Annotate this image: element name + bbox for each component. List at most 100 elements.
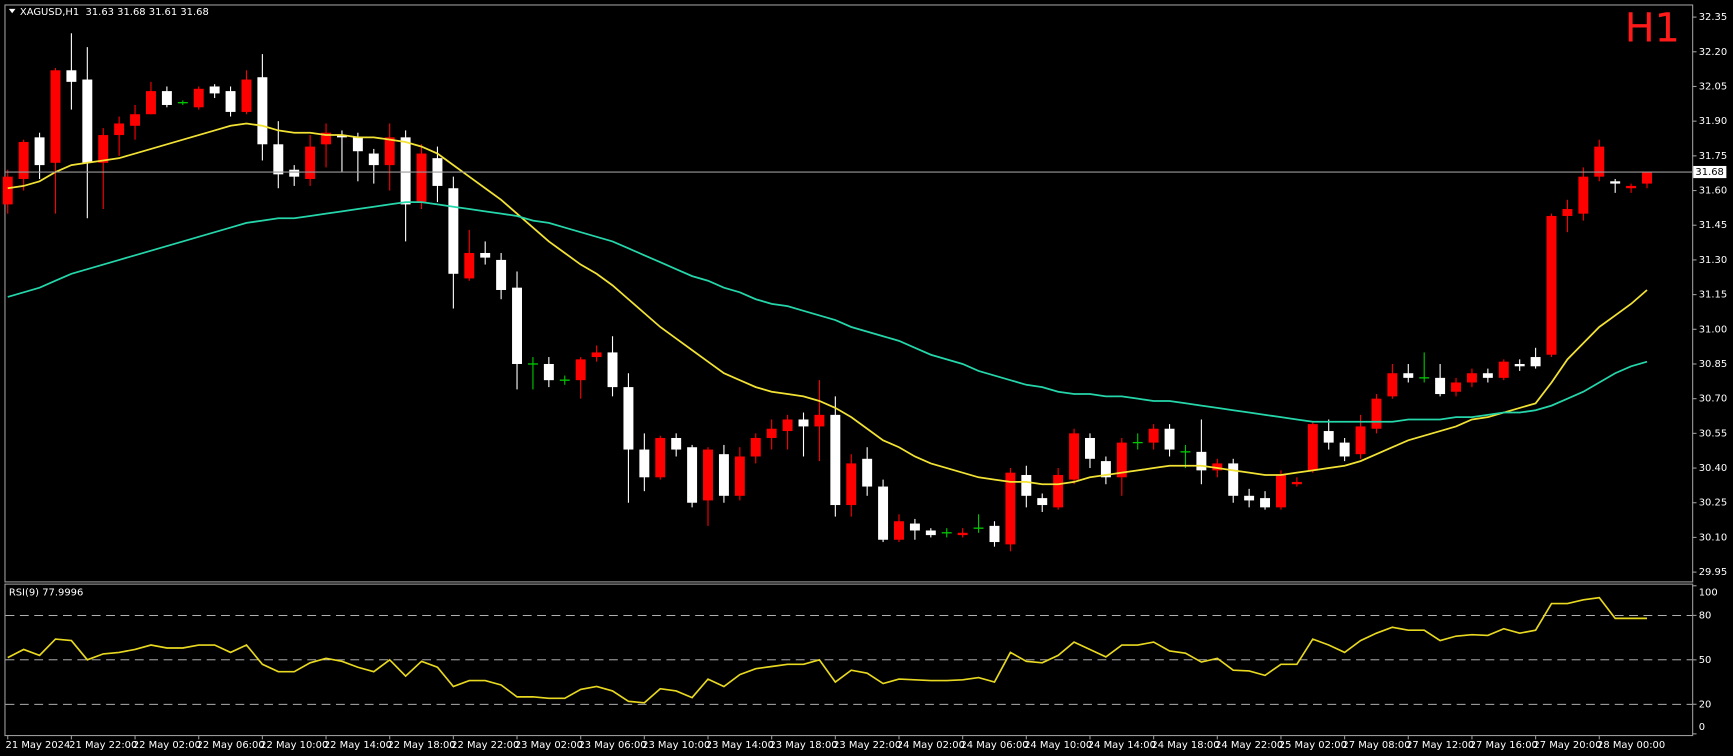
y-tick-label: 32.35 xyxy=(1699,12,1727,23)
candle-body xyxy=(225,91,236,112)
candle-body xyxy=(1307,424,1318,471)
x-tick-label: 24 May 02:00 xyxy=(897,740,965,751)
y-tick-label: 30.85 xyxy=(1699,359,1727,370)
candle-body xyxy=(1037,498,1048,506)
candle-body xyxy=(846,463,857,506)
candle-body xyxy=(1514,363,1525,367)
y-tick-label: 31.30 xyxy=(1699,255,1727,266)
candle-body xyxy=(894,521,904,540)
candle-body xyxy=(1228,463,1239,496)
candle-body xyxy=(1546,215,1557,355)
candle-body xyxy=(734,456,745,496)
x-tick-label: 24 May 06:00 xyxy=(960,740,1028,751)
x-tick-label: 22 May 10:00 xyxy=(260,740,328,751)
candle-body xyxy=(687,447,698,503)
candle-body xyxy=(146,91,156,115)
candle-body xyxy=(1339,442,1350,457)
candle-body xyxy=(1244,495,1255,501)
candle-body xyxy=(336,135,347,138)
candle-body xyxy=(989,525,1000,543)
y-tick-label: 32.20 xyxy=(1699,47,1727,58)
candle-body xyxy=(1069,433,1080,480)
candle-body xyxy=(66,70,77,82)
y-tick-label: 20 xyxy=(1699,699,1712,710)
candle-body xyxy=(607,352,618,388)
candle-body xyxy=(368,153,379,166)
x-tick-label: 27 May 16:00 xyxy=(1470,740,1538,751)
candle-body xyxy=(1212,463,1223,471)
candle-body xyxy=(750,437,761,457)
candle-body xyxy=(400,137,411,205)
candle-body xyxy=(321,132,332,145)
candle-body xyxy=(480,252,491,258)
menu-arrow[interactable] xyxy=(8,8,16,14)
candle-body xyxy=(416,153,427,203)
candle-body xyxy=(241,79,252,112)
x-tick-label: 22 May 14:00 xyxy=(324,740,392,751)
candle-body xyxy=(703,449,713,501)
candle-body xyxy=(655,437,666,478)
y-tick-label: 29.95 xyxy=(1699,567,1727,578)
price-label-box xyxy=(1693,165,1727,179)
chart-title: XAGUSD,H1 31.63 31.68 31.61 31.68 xyxy=(20,7,209,18)
x-tick-label: 27 May 12:00 xyxy=(1406,740,1474,751)
candle-body xyxy=(798,419,809,427)
moving-average xyxy=(7,201,1648,423)
x-tick-label: 22 May 02:00 xyxy=(133,740,201,751)
candle-body xyxy=(98,135,109,163)
candle-body xyxy=(1466,373,1477,383)
candle-body xyxy=(209,86,220,94)
candle-body xyxy=(1530,357,1541,367)
x-tick-label: 23 May 02:00 xyxy=(515,740,583,751)
x-tick-label: 27 May 20:00 xyxy=(1533,740,1601,751)
y-tick-label: 32.05 xyxy=(1699,81,1727,92)
price-label: 31.68 xyxy=(1695,167,1723,178)
candle-body xyxy=(1355,426,1366,455)
y-tick-label: 31.15 xyxy=(1699,290,1727,301)
candle-body xyxy=(50,70,61,163)
candle-body xyxy=(257,77,268,145)
x-tick-label: 28 May 00:00 xyxy=(1597,740,1665,751)
x-tick-label: 24 May 18:00 xyxy=(1151,740,1219,751)
x-tick-label: 27 May 08:00 xyxy=(1342,740,1410,751)
candle-body xyxy=(782,419,793,432)
candle-body xyxy=(543,363,554,381)
candle-body xyxy=(114,123,125,136)
candle-body xyxy=(193,88,204,108)
candle-body xyxy=(1403,373,1414,378)
candle-body xyxy=(957,532,968,536)
candle-body xyxy=(1291,481,1302,485)
candle-body xyxy=(671,437,682,450)
candle-body xyxy=(82,79,93,163)
candle-body xyxy=(766,428,777,438)
timeframe-label: H1 xyxy=(1625,5,1680,51)
candle-body xyxy=(305,146,316,179)
rsi-title: RSI(9) 77.9996 xyxy=(9,587,83,598)
x-tick-label: 22 May 22:00 xyxy=(451,740,519,751)
y-tick-label: 30.25 xyxy=(1699,498,1727,509)
x-tick-label: 25 May 02:00 xyxy=(1279,740,1347,751)
candle-body xyxy=(1562,209,1573,216)
candle-body xyxy=(1642,172,1652,184)
candle-body xyxy=(1275,474,1286,508)
candle-body xyxy=(1116,442,1127,478)
x-tick-label: 24 May 22:00 xyxy=(1215,740,1283,751)
y-tick-label: 31.90 xyxy=(1699,116,1727,127)
candle-body xyxy=(289,169,300,177)
candle-body xyxy=(1053,474,1064,508)
candle-body xyxy=(830,414,841,506)
candle-body xyxy=(925,530,936,536)
candle-body xyxy=(18,141,29,179)
candle-body xyxy=(1148,428,1159,443)
candle-body xyxy=(1021,474,1032,496)
candle-body xyxy=(1482,373,1493,378)
candle-body xyxy=(1196,451,1207,471)
candle-body xyxy=(1164,428,1175,450)
candle-body xyxy=(1610,181,1621,184)
x-tick-label: 24 May 14:00 xyxy=(1088,740,1156,751)
candle-body xyxy=(718,454,729,496)
y-tick-label: 30.70 xyxy=(1699,394,1727,405)
x-tick-label: 24 May 10:00 xyxy=(1024,740,1092,751)
candle-body xyxy=(1498,361,1509,378)
